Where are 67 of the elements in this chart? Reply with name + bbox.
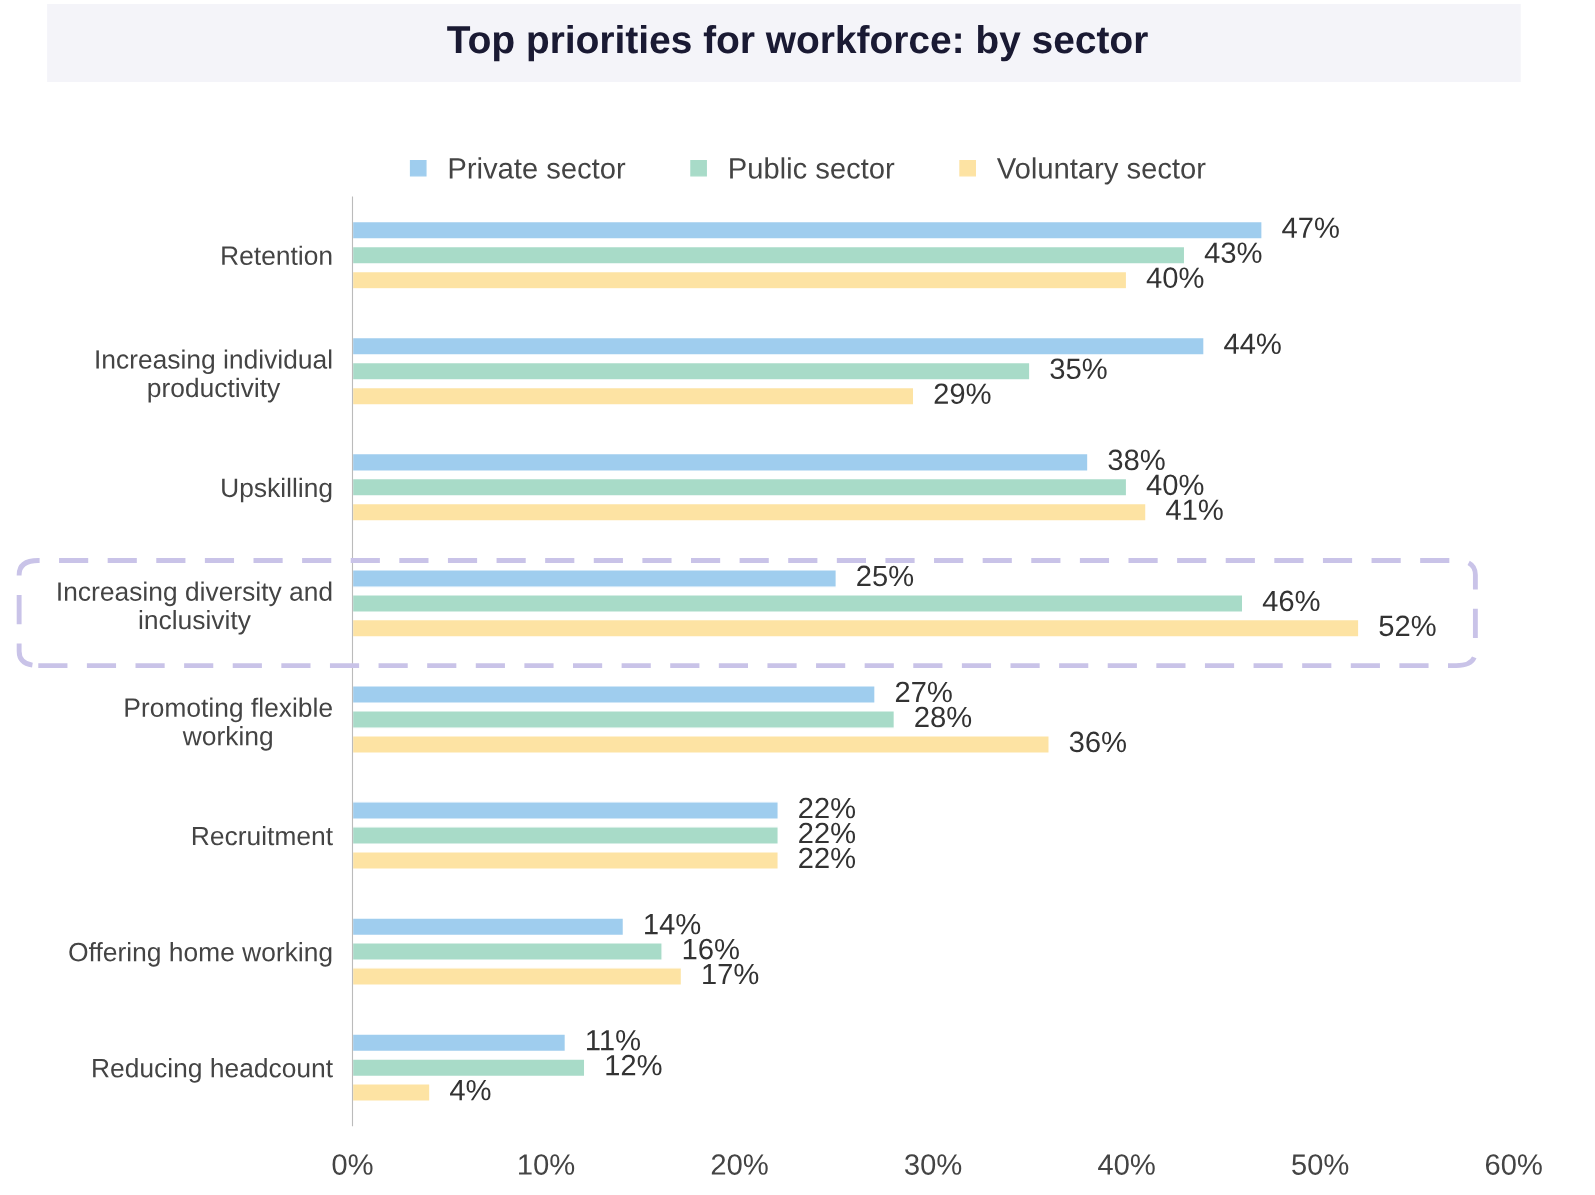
data-label: 27% bbox=[895, 681, 952, 703]
bar bbox=[352, 826, 779, 845]
y-tick-label: Retention bbox=[222, 245, 332, 266]
bar bbox=[352, 1058, 586, 1078]
data-label: 14% bbox=[645, 913, 701, 935]
data-label: 22% bbox=[799, 847, 856, 869]
y-tick-label: Offering home working bbox=[69, 942, 332, 967]
data-label: 46% bbox=[1262, 590, 1320, 612]
legend-label: Public sector bbox=[730, 157, 895, 179]
bar bbox=[352, 942, 663, 961]
bar bbox=[352, 967, 683, 986]
y-tick-label: Increasing diversity and inclusivity bbox=[58, 581, 332, 635]
bar bbox=[352, 1083, 431, 1103]
data-label: 29% bbox=[934, 383, 991, 405]
y-tick-label: Reducing headcount bbox=[93, 1058, 333, 1083]
bar bbox=[352, 618, 1360, 638]
data-label: 17% bbox=[703, 963, 759, 985]
bar bbox=[352, 452, 1089, 472]
x-tick-label: 0% bbox=[332, 1154, 373, 1175]
y-tick-label: Recruitment bbox=[192, 825, 333, 846]
data-label: 52% bbox=[1379, 615, 1436, 637]
bar bbox=[352, 361, 1031, 381]
x-tick-label: 30% bbox=[905, 1154, 962, 1175]
data-label: 11% bbox=[587, 1030, 641, 1051]
data-label: 40% bbox=[1146, 267, 1204, 288]
bar bbox=[352, 710, 896, 729]
data-label: 35% bbox=[1050, 358, 1107, 380]
x-tick-label: 60% bbox=[1485, 1154, 1542, 1175]
data-label: 16% bbox=[683, 938, 739, 960]
bar bbox=[352, 685, 876, 704]
data-label: 38% bbox=[1108, 449, 1165, 471]
data-label: 4% bbox=[450, 1079, 491, 1101]
bar bbox=[352, 502, 1147, 522]
chart-title: Top priorities for workforce: by sector bbox=[447, 24, 1148, 62]
x-tick-label: 50% bbox=[1292, 1154, 1349, 1175]
y-tick-label: Increasing individual productivity bbox=[96, 349, 332, 403]
bar bbox=[352, 917, 625, 937]
bar bbox=[352, 735, 1050, 754]
bar bbox=[352, 477, 1128, 497]
data-label: 22% bbox=[799, 797, 856, 819]
x-tick-label: 20% bbox=[711, 1154, 768, 1175]
data-label: 47% bbox=[1282, 217, 1339, 238]
data-label: 28% bbox=[915, 706, 972, 728]
bar bbox=[352, 336, 1205, 356]
y-tick-label: Promoting flexible working bbox=[125, 697, 332, 751]
bar bbox=[352, 220, 1263, 240]
x-tick-label: 10% bbox=[519, 1154, 575, 1175]
bar bbox=[352, 245, 1186, 265]
bar bbox=[352, 1033, 567, 1053]
data-label: 43% bbox=[1204, 242, 1262, 264]
bar bbox=[352, 270, 1128, 290]
data-label: 40% bbox=[1146, 474, 1204, 496]
data-label: 44% bbox=[1224, 333, 1281, 355]
data-label: 25% bbox=[857, 565, 914, 587]
data-label: 12% bbox=[606, 1054, 662, 1076]
bar bbox=[352, 386, 915, 406]
bar bbox=[352, 801, 779, 820]
legend-label: Private sector bbox=[449, 157, 626, 179]
data-label: 36% bbox=[1069, 731, 1126, 753]
bar bbox=[352, 569, 838, 588]
bar bbox=[352, 594, 1244, 613]
data-label: 41% bbox=[1166, 499, 1223, 521]
bar bbox=[352, 851, 779, 870]
x-tick-label: 40% bbox=[1098, 1154, 1155, 1175]
data-label: 22% bbox=[799, 822, 856, 844]
legend-label: Voluntary sector bbox=[996, 157, 1206, 185]
y-tick-label: Upskilling bbox=[222, 477, 332, 503]
